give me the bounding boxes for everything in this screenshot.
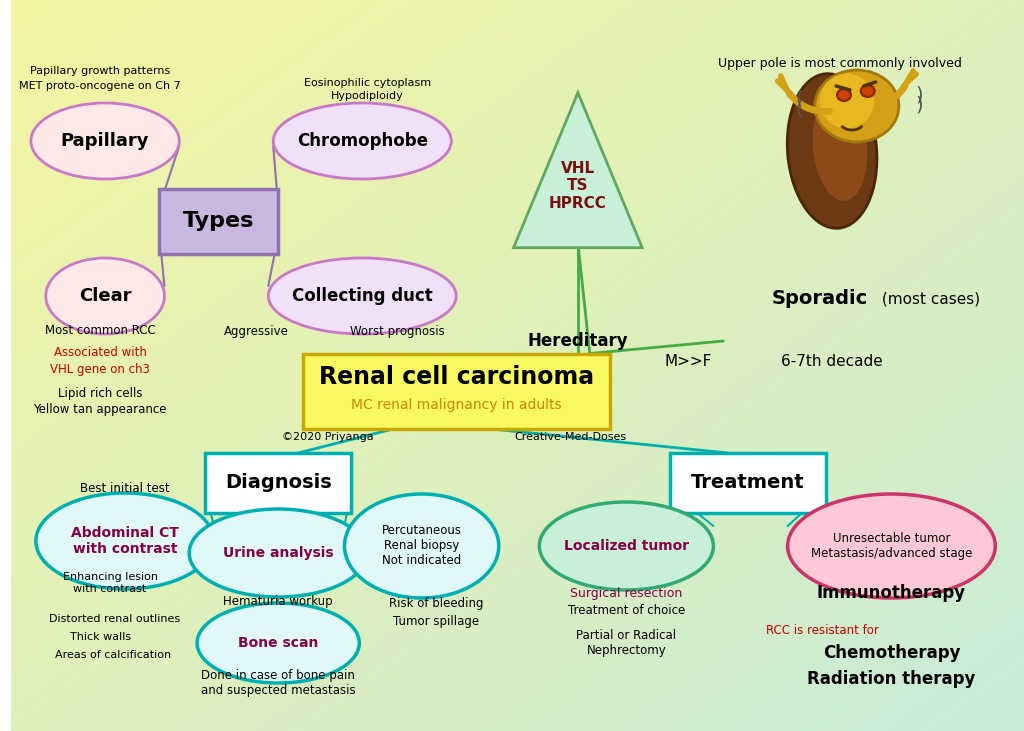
Text: Best initial test: Best initial test: [80, 482, 170, 496]
Ellipse shape: [820, 74, 874, 129]
Text: Treatment: Treatment: [691, 474, 805, 493]
Text: Papillary growth patterns: Papillary growth patterns: [30, 66, 170, 76]
Text: ): ): [915, 86, 923, 105]
Text: (: (: [796, 89, 803, 108]
Text: ©2020 Priyanga: ©2020 Priyanga: [282, 432, 374, 442]
Text: Papillary: Papillary: [60, 132, 150, 150]
Text: Immunotherapy: Immunotherapy: [817, 584, 966, 602]
Ellipse shape: [268, 258, 457, 334]
Text: Localized tumor: Localized tumor: [564, 539, 689, 553]
Ellipse shape: [46, 258, 165, 334]
Text: ): ): [915, 96, 923, 115]
Ellipse shape: [787, 494, 995, 598]
Text: Surgical resection: Surgical resection: [570, 586, 682, 599]
Text: Aggressive: Aggressive: [224, 325, 289, 338]
Text: Treatment of choice: Treatment of choice: [567, 605, 685, 618]
Text: Distorted renal outlines: Distorted renal outlines: [49, 614, 180, 624]
Bar: [160, 189, 279, 254]
Text: M>>F: M>>F: [665, 354, 713, 368]
Text: VHL gene on ch3: VHL gene on ch3: [50, 363, 151, 376]
Ellipse shape: [197, 603, 359, 683]
Ellipse shape: [540, 502, 714, 590]
Ellipse shape: [344, 494, 499, 598]
Text: Lipid rich cells: Lipid rich cells: [58, 387, 142, 400]
Ellipse shape: [837, 89, 851, 101]
Ellipse shape: [861, 85, 874, 97]
Text: Sporadic: Sporadic: [772, 289, 868, 308]
Text: Risk of bleeding: Risk of bleeding: [389, 596, 483, 610]
Text: Renal cell carcinoma: Renal cell carcinoma: [318, 365, 594, 389]
Text: Eosinophilic cytoplasm: Eosinophilic cytoplasm: [304, 78, 431, 88]
Text: Abdominal CT
with contrast: Abdominal CT with contrast: [71, 526, 179, 556]
Text: Enhancing lesion
with contrast: Enhancing lesion with contrast: [62, 572, 158, 594]
Text: VHL
TS
HPRCC: VHL TS HPRCC: [549, 161, 607, 211]
Ellipse shape: [189, 509, 368, 597]
Text: (: (: [796, 99, 803, 118]
Ellipse shape: [812, 91, 867, 201]
Ellipse shape: [36, 493, 214, 589]
Text: Types: Types: [183, 211, 255, 231]
Text: Percutaneous
Renal biopsy
Not indicated: Percutaneous Renal biopsy Not indicated: [382, 525, 462, 567]
Text: Clear: Clear: [79, 287, 131, 305]
Text: Bone scan: Bone scan: [238, 636, 318, 650]
Text: Creative-Med-Doses: Creative-Med-Doses: [514, 432, 626, 442]
Text: MC renal malignancy in adults: MC renal malignancy in adults: [351, 398, 561, 412]
Text: Partial or Radical
Nephrectomy: Partial or Radical Nephrectomy: [577, 629, 677, 657]
Text: Areas of calcification: Areas of calcification: [55, 650, 171, 660]
Text: Unresectable tumor
Metastasis/advanced stage: Unresectable tumor Metastasis/advanced s…: [811, 532, 972, 560]
Text: Chromophobe: Chromophobe: [297, 132, 428, 150]
Text: Chemotherapy: Chemotherapy: [822, 644, 961, 662]
Text: Diagnosis: Diagnosis: [225, 474, 332, 493]
Text: 6-7th decade: 6-7th decade: [781, 354, 883, 368]
Text: Associated with: Associated with: [53, 346, 146, 360]
Ellipse shape: [815, 70, 899, 142]
Text: Hypodiploidy: Hypodiploidy: [331, 91, 403, 101]
Ellipse shape: [273, 103, 452, 179]
Polygon shape: [514, 93, 642, 248]
Text: Hereditary: Hereditary: [527, 332, 628, 350]
Text: Done in case of bone pain
and suspected metastasis: Done in case of bone pain and suspected …: [201, 669, 355, 697]
Bar: [303, 354, 609, 428]
Text: Worst prognosis: Worst prognosis: [349, 325, 444, 338]
Text: MET proto-oncogene on Ch 7: MET proto-oncogene on Ch 7: [19, 81, 181, 91]
Text: Most common RCC: Most common RCC: [45, 325, 156, 338]
Bar: [670, 453, 826, 513]
Ellipse shape: [787, 74, 877, 228]
Text: (most cases): (most cases): [877, 292, 980, 306]
Text: Tumor spillage: Tumor spillage: [393, 615, 479, 627]
Text: RCC is resistant for: RCC is resistant for: [766, 624, 879, 637]
Bar: [205, 453, 351, 513]
Text: Collecting duct: Collecting duct: [292, 287, 433, 305]
Text: Urine analysis: Urine analysis: [223, 546, 334, 560]
Ellipse shape: [31, 103, 179, 179]
Text: Hematuria workup: Hematuria workup: [223, 594, 333, 607]
Text: Yellow tan appearance: Yellow tan appearance: [34, 403, 167, 415]
Text: Upper pole is most commonly involved: Upper pole is most commonly involved: [718, 56, 962, 69]
Text: Radiation therapy: Radiation therapy: [807, 670, 976, 688]
Text: Thick walls: Thick walls: [70, 632, 131, 642]
